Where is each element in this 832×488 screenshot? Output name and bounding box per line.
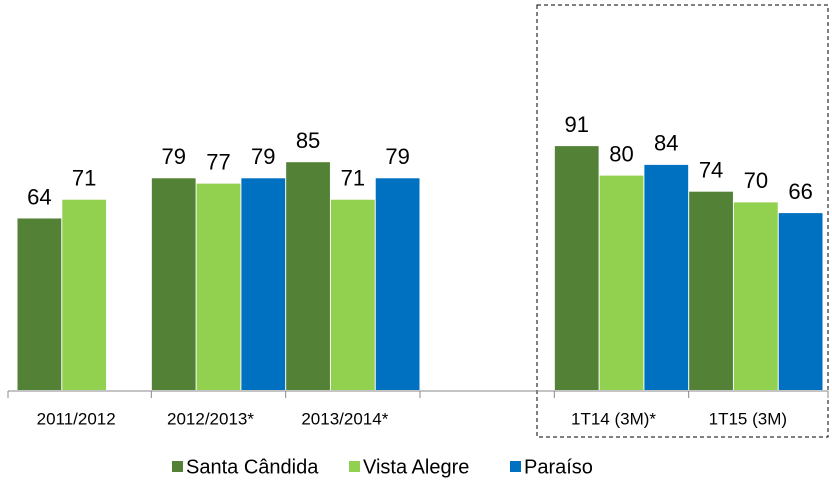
value-label: 85	[296, 128, 320, 153]
value-label: 66	[788, 179, 812, 204]
value-label: 71	[72, 166, 96, 191]
bar	[286, 162, 330, 390]
x-tick-label: 2011/2012	[37, 409, 116, 428]
value-label: 77	[206, 149, 230, 174]
bar	[196, 183, 241, 390]
highlight-box	[536, 4, 829, 438]
bar	[554, 146, 599, 390]
bar	[375, 178, 420, 390]
bar	[644, 164, 689, 390]
bar	[778, 213, 823, 390]
legend-swatch	[172, 461, 183, 472]
value-label: 80	[609, 141, 633, 166]
bar	[17, 218, 62, 390]
value-label: 71	[341, 166, 365, 191]
value-label: 91	[564, 112, 588, 137]
value-label: 84	[654, 131, 678, 156]
value-label: 79	[385, 144, 409, 169]
value-label: 79	[161, 144, 185, 169]
value-label: 79	[251, 144, 275, 169]
value-label: 70	[744, 168, 768, 193]
bar	[330, 199, 375, 390]
bar	[689, 191, 733, 390]
bar	[599, 175, 644, 390]
value-label: 64	[27, 184, 51, 209]
bar	[733, 202, 778, 390]
legend-label: Paraíso	[524, 456, 593, 478]
x-tick-label: 1T15 (3M)	[709, 409, 787, 428]
bar	[62, 199, 107, 390]
x-tick-label: 2013/2014*	[301, 409, 388, 428]
value-label: 74	[699, 157, 723, 182]
bar	[151, 178, 196, 390]
x-tick-label: 2012/2013*	[167, 409, 254, 428]
legend-swatch	[510, 461, 521, 472]
legend-label: Vista Alegre	[363, 456, 469, 478]
x-tick-label: 1T14 (3M)*	[571, 409, 656, 428]
bar	[241, 178, 286, 390]
legend-label: Santa Cândida	[186, 456, 319, 478]
legend-swatch	[349, 461, 360, 472]
